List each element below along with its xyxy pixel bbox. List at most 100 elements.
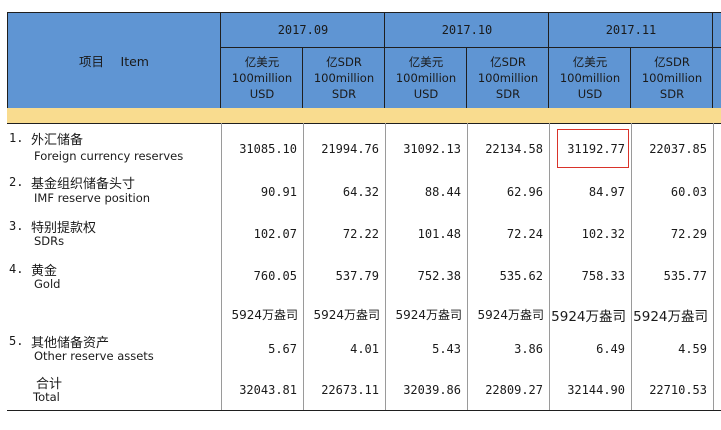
column-divider [221,123,222,411]
header-unit-cell [713,47,721,108]
unit-zh: 亿美元 [408,55,444,69]
unit-en: 100million [395,71,457,85]
table-cell: 64.32 [342,185,379,199]
table-cell: 88.44 [424,185,461,199]
row-label-zh: 黄金 [31,264,58,279]
column-divider [713,123,714,411]
row-number: 5. [9,334,24,348]
table-cell: 4.59 [678,342,707,356]
table-cell: 6.49 [596,342,625,356]
header-unit-cell [467,47,549,108]
unit-code: USD [413,87,439,101]
table-cell: 31192.77 [567,142,625,156]
table-cell: 535.77 [663,269,707,283]
unit-code: USD [249,87,275,101]
unit-en: 100million [231,71,293,85]
header-unit-cell [303,47,385,108]
period-label: 2017.09 [277,22,329,37]
table-cell: 760.05 [253,269,297,283]
table-cell: 3.86 [514,342,543,356]
table-cell: 31092.13 [403,142,461,156]
table-cell: 22673.11 [321,383,379,397]
row-label-en: Foreign currency reserves [34,149,184,163]
row-label-en: IMF reserve position [34,191,151,205]
row-number: 2. [9,175,24,189]
header-period-cell [385,12,549,47]
row-label-zh: 基金组织储备头寸 [31,177,136,192]
header-period-cell [221,12,385,47]
table-cell: 62.96 [506,185,543,199]
column-divider [549,123,550,411]
header-unit-cell [385,47,467,108]
table-cell: 5.67 [268,342,297,356]
unit-en: 100million [313,71,375,85]
table-cell: 5924万盎司 [477,308,544,322]
table-cell: 5924万盎司 [231,308,298,322]
table-cell: 84.97 [588,185,625,199]
unit-header-usd: 亿美元 100million USD [385,50,467,106]
unit-header-sdr: 亿SDR 100million SDR [467,50,549,106]
column-divider [467,123,468,411]
row-label-zh: 外汇储备 [31,133,84,148]
unit-en: 100million [641,71,703,85]
table-cell: 90.91 [260,185,297,199]
highlight-box [557,129,629,168]
column-divider [385,123,386,411]
table-cell: 72.24 [506,227,543,241]
unit-zh: 亿美元 [572,55,608,69]
table-cell: 5924万盎司 [551,309,626,325]
unit-code: USD [577,87,603,101]
unit-zh: 亿SDR [326,55,362,69]
header-unit-cell [549,47,631,108]
row-label-en: SDRs [34,234,65,248]
table-cell: 60.03 [670,185,707,199]
header-period-cell [549,12,713,47]
row-label-en: Gold [34,277,61,291]
table-bottom-rule [7,410,721,411]
table-cell: 72.22 [342,227,379,241]
unit-en: 100million [477,71,539,85]
table-cell: 102.32 [581,227,625,241]
row-label-en: Other reserve assets [34,349,154,363]
row-number: 3. [9,219,24,233]
row-label-zh: 特别提款权 [31,221,97,236]
column-divider [631,123,632,411]
unit-header-usd: 亿美元 100million USD [549,50,631,106]
table-cell: 5924万盎司 [313,308,380,322]
item-column-header: 项目 Item [7,12,221,108]
column-divider [303,123,304,411]
table-cell: 22134.58 [485,142,543,156]
header-item-cell [7,12,221,108]
table-cell: 72.29 [670,227,707,241]
item-header-label: 项目 Item [79,53,149,69]
unit-code: SDR [331,87,357,101]
table-cell: 758.33 [581,269,625,283]
unit-code: SDR [659,87,685,101]
header-separator-band [7,108,721,123]
unit-en: 100million [559,71,621,85]
period-label: 2017.10 [441,22,493,37]
table-cell: 31085.10 [239,142,297,156]
period-label: 2017.11 [605,22,657,37]
table-cell: 22710.53 [649,383,707,397]
period-header: 2017.10 [385,12,549,47]
header-unit-cell [631,47,713,108]
table-cell: 22037.85 [649,142,707,156]
band-bottom-rule [7,123,721,124]
unit-header-usd: 亿美元 100million USD [221,50,303,106]
unit-zh: 亿SDR [490,55,526,69]
table-cell: 752.38 [417,269,461,283]
header-top-rule [7,12,721,13]
table-cell: 5.43 [432,342,461,356]
row-label-en: Total [33,390,60,404]
header-period-cell [713,12,721,47]
table-cell: 5924万盎司 [395,308,462,322]
table-cell: 32144.90 [567,383,625,397]
row-number: 4. [9,262,24,276]
table-cell: 32039.86 [403,383,461,397]
unit-header-sdr: 亿SDR 100million SDR [303,50,385,106]
table-cell: 22809.27 [485,383,543,397]
unit-header-sdr: 亿SDR 100million SDR [631,50,713,106]
row-label-zh: 其他储备资产 [31,336,110,351]
unit-code: SDR [495,87,521,101]
